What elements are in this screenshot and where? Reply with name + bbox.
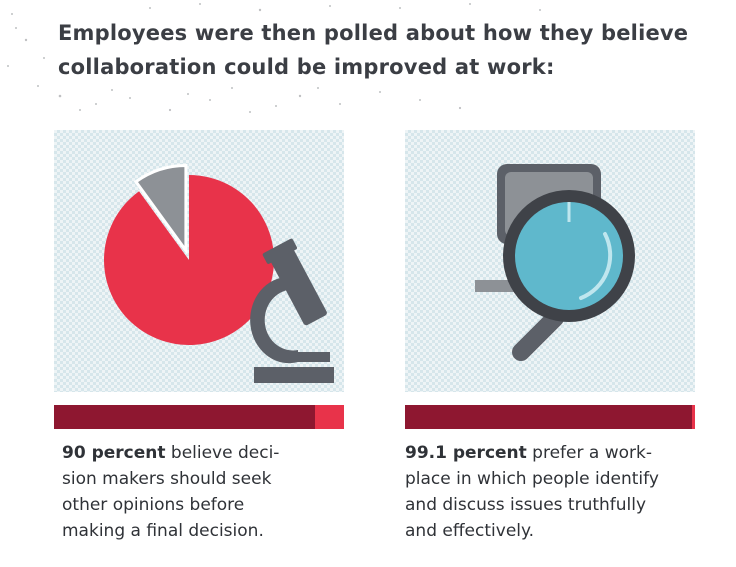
percent-bar-remainder (692, 405, 695, 429)
microscope-arm (250, 278, 298, 364)
microscope-base (254, 367, 334, 383)
pie-slice-minority (133, 163, 188, 256)
headline-line-1: Employees were then polled about how the… (58, 21, 689, 45)
percent-bar-fill (405, 405, 693, 429)
stat-caption-right: 99.1 percent prefer a work- place in whi… (405, 440, 715, 544)
stat-text: and discuss issues truthfully (405, 495, 647, 515)
stat-text: making a final decision. (62, 521, 264, 541)
stat-text: sion makers should seek (62, 469, 272, 489)
stat-text: place in which people identify (405, 469, 659, 489)
microscope-tube (268, 244, 327, 326)
stat-caption-left: 90 percent believe deci- sion makers sho… (62, 440, 362, 544)
stat-text: prefer a work- (526, 443, 652, 463)
stat-text: other opinions before (62, 495, 245, 515)
percent-bar-left (54, 405, 344, 429)
stat-text: believe deci- (165, 443, 280, 463)
percent-bar-right (405, 405, 695, 429)
microscope-stage (286, 352, 330, 362)
speckle-texture (7, 3, 541, 113)
left-illustration-panel (54, 130, 344, 392)
percent-bar-fill (54, 405, 315, 429)
stat-text: and effectively. (405, 521, 535, 541)
stat-value: 90 percent (62, 443, 166, 463)
microscope-icon (250, 238, 334, 383)
magnifying-glass-icon (503, 190, 635, 361)
headline-line-2: collaboration could be improved at work: (58, 55, 555, 79)
microscope-eyepiece (262, 238, 297, 264)
pie-slice-majority (104, 175, 274, 345)
percent-bar-remainder (315, 405, 344, 429)
monitor-and-magnifier-illustration (475, 164, 635, 361)
pie-and-microscope-illustration (104, 163, 334, 383)
headline: Employees were then polled about how the… (58, 16, 698, 84)
stat-value: 99.1 percent (405, 443, 527, 463)
right-illustration-panel (405, 130, 695, 392)
pie-chart (104, 163, 274, 345)
